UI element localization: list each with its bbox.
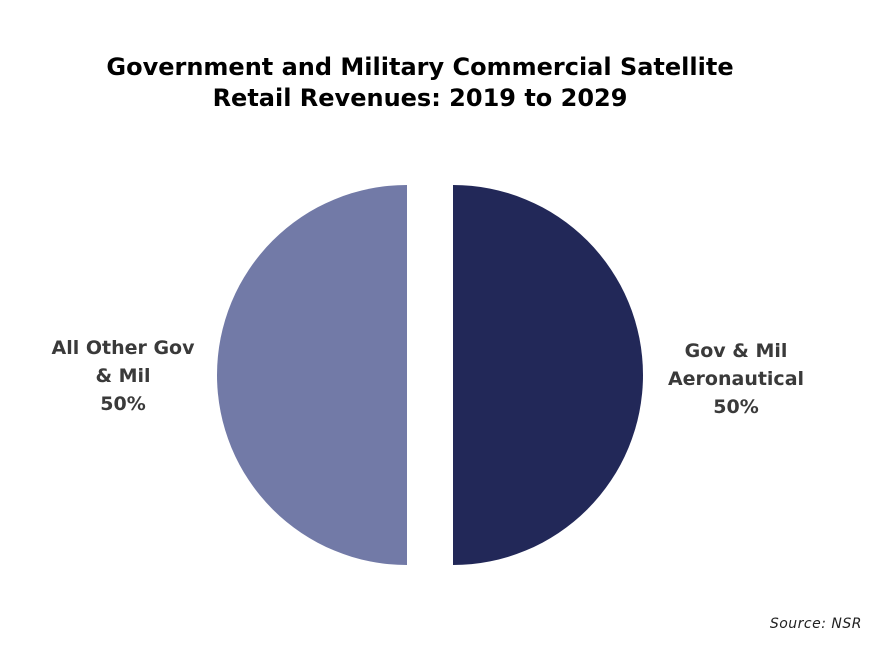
slice-label-text-line-1: Gov & Mil <box>684 340 788 362</box>
pie-slice-gov-mil-aeronautical <box>453 185 643 565</box>
slice-label-all-other-gov-mil: All Other Gov & Mil 50% <box>30 334 216 418</box>
chart-title-line-2: Retail Revenues: 2019 to 2029 <box>212 84 628 112</box>
slice-label-text-line-2: Aeronautical <box>667 368 805 390</box>
chart-title-line-1: Government and Military Commercial Satel… <box>106 53 734 81</box>
slice-label-gov-mil-aeronautical: Gov & Mil Aeronautical 50% <box>650 337 822 421</box>
pie-slice-all-other-gov-mil <box>217 185 407 565</box>
slice-value-label: 50% <box>100 393 146 415</box>
slice-label-text-line-2: & Mil <box>95 365 151 387</box>
slice-label-text-line-1: All Other Gov <box>51 337 195 359</box>
slice-value-label: 50% <box>713 396 759 418</box>
source-note: Source: NSR <box>769 616 862 632</box>
chart-title: Government and Military Commercial Satel… <box>0 52 840 114</box>
